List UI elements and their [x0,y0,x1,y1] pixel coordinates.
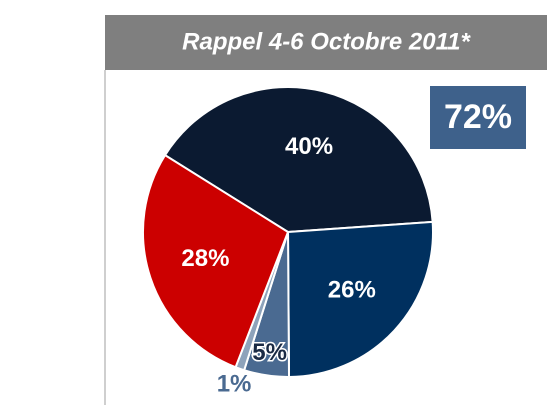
pie-slice [142,153,290,369]
data-label: 28% [181,245,229,272]
data-label: 1% [217,371,252,398]
badge-box [430,86,526,149]
badge-text: 72% [444,98,512,136]
data-label: 26% [328,276,376,303]
pie-slice [163,86,434,234]
chart-title: Rappel 4-6 Octobre 2011* [182,28,471,55]
data-label: 40% [285,133,333,160]
pie-slice [286,220,434,379]
data-label: 5% [252,339,287,366]
title-bar [105,15,547,70]
